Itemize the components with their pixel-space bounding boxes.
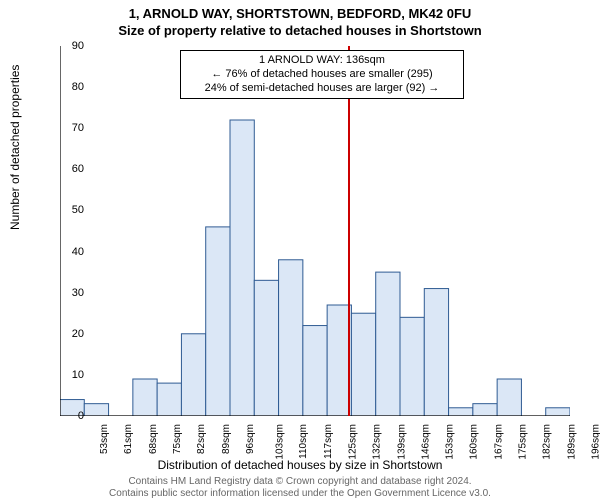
histogram-bar bbox=[327, 305, 351, 416]
chart-container: 1, ARNOLD WAY, SHORTSTOWN, BEDFORD, MK42… bbox=[0, 0, 600, 500]
histogram-bar bbox=[181, 334, 205, 416]
y-tick-label: 20 bbox=[44, 328, 84, 340]
histogram-bar bbox=[303, 326, 327, 416]
histogram-bar bbox=[546, 408, 570, 416]
histogram-bar bbox=[449, 408, 473, 416]
histogram-bar bbox=[473, 404, 497, 416]
histogram-bar bbox=[157, 383, 181, 416]
annotation-line3: 24% of semi-detached houses are larger (… bbox=[187, 82, 457, 96]
x-tick-label: 167sqm bbox=[493, 424, 504, 460]
x-tick-label: 103sqm bbox=[275, 424, 286, 460]
histogram-bar bbox=[84, 404, 108, 416]
x-tick-label: 125sqm bbox=[348, 424, 359, 460]
x-tick-label: 110sqm bbox=[298, 424, 309, 459]
x-tick-label: 132sqm bbox=[372, 424, 383, 460]
x-tick-label: 146sqm bbox=[420, 424, 431, 460]
x-tick-label: 196sqm bbox=[590, 424, 600, 460]
histogram-bar bbox=[133, 379, 157, 416]
y-tick-label: 60 bbox=[44, 163, 84, 175]
x-tick-label: 75sqm bbox=[172, 424, 183, 454]
histogram-bar bbox=[497, 379, 521, 416]
y-tick-label: 80 bbox=[44, 81, 84, 93]
x-tick-label: 53sqm bbox=[99, 424, 110, 454]
y-tick-label: 40 bbox=[44, 246, 84, 258]
histogram-svg bbox=[60, 46, 570, 416]
x-tick-label: 96sqm bbox=[245, 424, 256, 454]
y-tick-label: 0 bbox=[44, 410, 84, 422]
y-tick-label: 50 bbox=[44, 204, 84, 216]
x-axis-label: Distribution of detached houses by size … bbox=[0, 458, 600, 472]
x-tick-label: 89sqm bbox=[221, 424, 232, 454]
plot-area: 1 ARNOLD WAY: 136sqm ← 76% of detached h… bbox=[60, 46, 570, 416]
x-tick-label: 61sqm bbox=[123, 424, 134, 454]
x-tick-label: 182sqm bbox=[542, 424, 553, 460]
x-tick-label: 153sqm bbox=[445, 424, 456, 460]
x-tick-label: 117sqm bbox=[323, 424, 334, 459]
histogram-bar bbox=[230, 120, 254, 416]
x-tick-label: 160sqm bbox=[469, 424, 480, 460]
y-tick-label: 70 bbox=[44, 122, 84, 134]
footer-line2: Contains public sector information licen… bbox=[0, 488, 600, 500]
histogram-bar bbox=[254, 280, 278, 416]
histogram-bar bbox=[206, 227, 230, 416]
histogram-bar bbox=[351, 313, 375, 416]
annotation-line1: 1 ARNOLD WAY: 136sqm bbox=[187, 54, 457, 68]
chart-title-line2: Size of property relative to detached ho… bbox=[0, 21, 600, 38]
y-tick-label: 90 bbox=[44, 40, 84, 52]
y-tick-label: 30 bbox=[44, 287, 84, 299]
x-tick-label: 139sqm bbox=[396, 424, 407, 460]
footer-line1: Contains HM Land Registry data © Crown c… bbox=[0, 476, 600, 488]
histogram-bar bbox=[424, 289, 448, 416]
histogram-bar bbox=[376, 272, 400, 416]
x-tick-label: 189sqm bbox=[566, 424, 577, 460]
y-tick-label: 10 bbox=[44, 369, 84, 381]
annotation-line2: ← 76% of detached houses are smaller (29… bbox=[187, 68, 457, 82]
annotation-box: 1 ARNOLD WAY: 136sqm ← 76% of detached h… bbox=[180, 50, 464, 99]
x-tick-label: 175sqm bbox=[518, 424, 529, 460]
x-tick-label: 68sqm bbox=[148, 424, 159, 454]
chart-title-line1: 1, ARNOLD WAY, SHORTSTOWN, BEDFORD, MK42… bbox=[0, 0, 600, 21]
x-tick-label: 82sqm bbox=[196, 424, 207, 454]
y-axis-label: Number of detached properties bbox=[8, 65, 22, 230]
histogram-bar bbox=[279, 260, 303, 416]
footer-attribution: Contains HM Land Registry data © Crown c… bbox=[0, 476, 600, 499]
histogram-bar bbox=[400, 317, 424, 416]
